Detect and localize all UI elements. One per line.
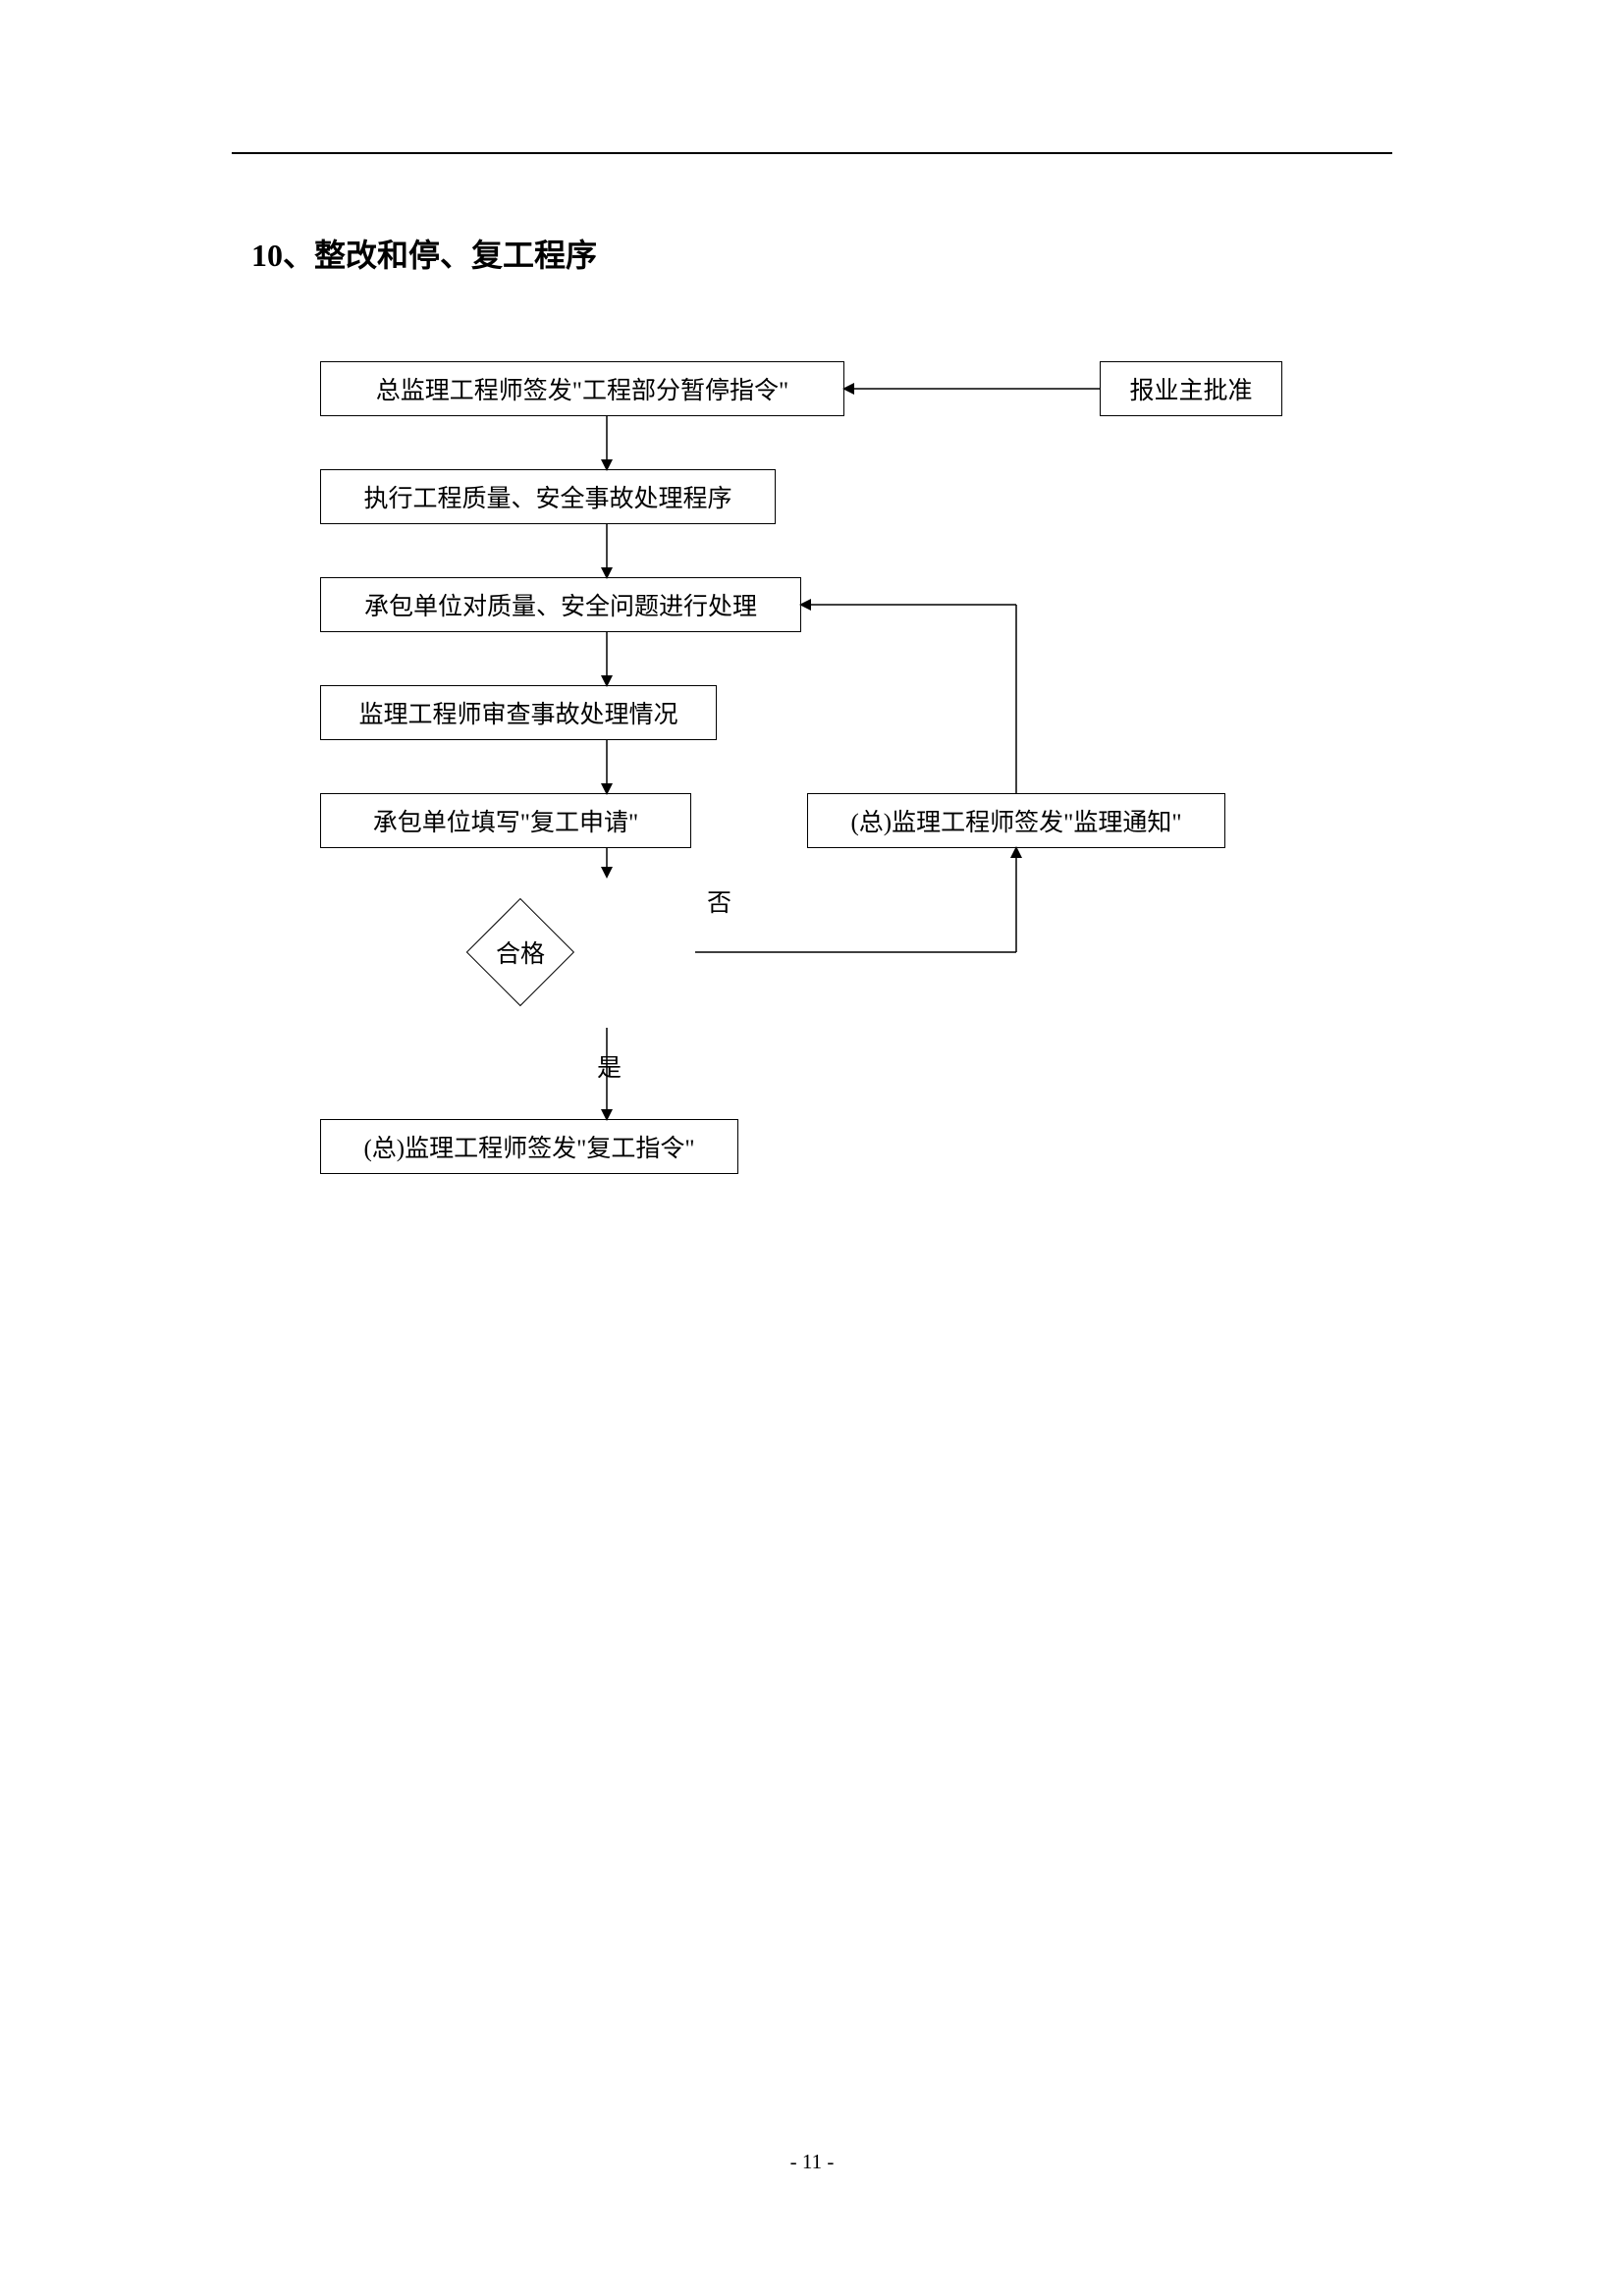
node-n3: 执行工程质量、安全事故处理程序 (320, 469, 776, 524)
node-n1: 总监理工程师签发"工程部分暂停指令" (320, 361, 844, 416)
node-n5: 监理工程师审查事故处理情况 (320, 685, 717, 740)
page: 10、整改和停、复工程序 总监理工程师签发"工程部分暂停指令" 报业主批准 执行… (0, 0, 1624, 2296)
edge-label-yes: 是 (597, 1048, 622, 1084)
flow-arrows (0, 0, 1624, 2296)
decision-diamond: 合格 (482, 914, 559, 990)
node-n6: 承包单位填写"复工申请" (320, 793, 691, 848)
diamond-label: 合格 (496, 934, 545, 970)
top-rule (232, 152, 1392, 154)
edge-label-no: 否 (707, 883, 731, 919)
node-n2: 报业主批准 (1100, 361, 1282, 416)
page-number: - 11 - (790, 2150, 835, 2174)
node-n7: (总)监理工程师签发"监理通知" (807, 793, 1225, 848)
node-n8: (总)监理工程师签发"复工指令" (320, 1119, 738, 1174)
section-heading: 10、整改和停、复工程序 (251, 231, 597, 276)
node-n4: 承包单位对质量、安全问题进行处理 (320, 577, 801, 632)
